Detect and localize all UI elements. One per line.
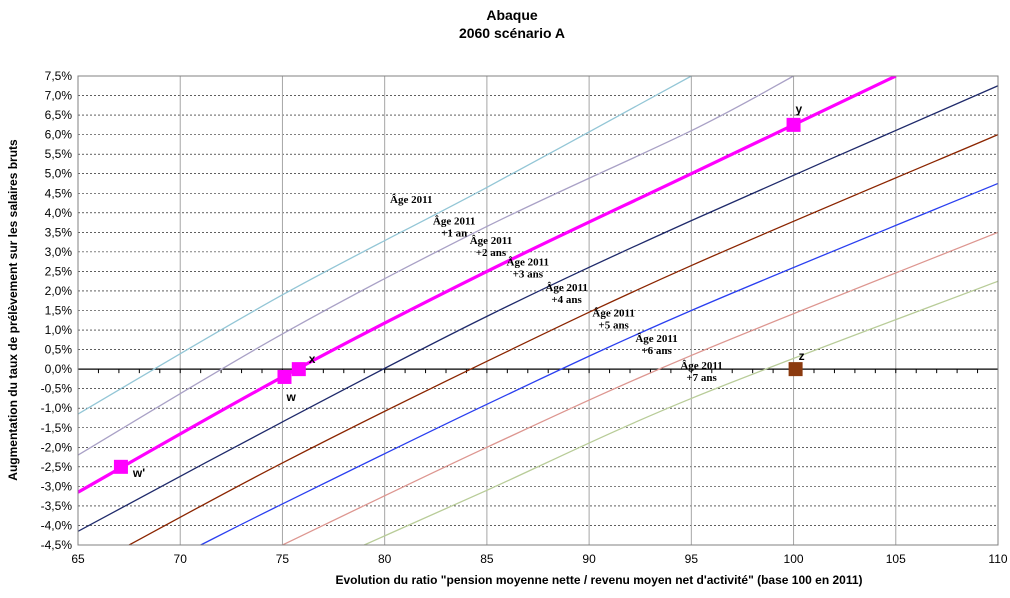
y-tick-label: 7,0% (45, 89, 73, 103)
point-label-w: w (285, 390, 296, 404)
point-marker-y (786, 117, 801, 132)
x-tick-label: 90 (582, 552, 596, 566)
y-tick-label: 1,0% (45, 323, 73, 337)
marked-points: y x w w' z (113, 102, 805, 480)
series-label-line: +6 ans (641, 345, 672, 357)
y-tick-label: -1,5% (41, 421, 73, 435)
series-label-2: Âge 2011 +1 an (433, 216, 475, 240)
x-tick-label: 95 (685, 552, 699, 566)
y-tick-label: -3,0% (41, 479, 73, 493)
series-label-line: Âge 2011 (680, 360, 722, 372)
series-label-line: Âge 2011 (433, 216, 475, 228)
series-label-line: +5 ans (598, 319, 629, 331)
y-tick-label: -2,0% (41, 440, 73, 454)
y-tick-label: 1,5% (45, 304, 73, 318)
chart-subtitle: 2060 scénario A (459, 25, 565, 41)
x-axis-title: Evolution du ratio "pension moyenne nett… (335, 573, 862, 587)
series-label-5: Âge 2011 +4 ans (545, 282, 587, 306)
point-label-z: z (799, 349, 805, 363)
y-tick-label: 0,0% (45, 362, 73, 376)
y-tick-label: 2,0% (45, 284, 73, 298)
x-tick-label: 70 (174, 552, 188, 566)
series-line-3 (78, 76, 897, 494)
point-marker-w (277, 369, 292, 384)
series-line-8 (363, 280, 998, 545)
point-marker-z (788, 362, 803, 377)
series-line-6 (200, 182, 998, 545)
point-label-x: x (309, 352, 316, 366)
series-line-7 (282, 231, 998, 545)
chart-title: Abaque (486, 7, 538, 23)
y-axis-title: Augmentation du taux de prélèvement sur … (6, 139, 20, 481)
y-tick-label: 3,5% (45, 225, 73, 239)
y-tick-label: 7,5% (45, 69, 73, 83)
series-line-2 (78, 76, 794, 456)
y-tick-label: 3,0% (45, 245, 73, 259)
x-tick-label: 65 (71, 552, 85, 566)
series-label-line: Âge 2011 (470, 235, 512, 247)
plot-area-border (77, 75, 999, 546)
series-label-1: Âge 2011 (390, 194, 432, 206)
series-label-line: +4 ans (551, 294, 582, 306)
x-tick-label: 75 (276, 552, 290, 566)
series-lines (78, 76, 998, 545)
y-tick-label: -3,5% (41, 499, 73, 513)
y-tick-label: 5,0% (45, 167, 73, 181)
point-marker-w' (113, 459, 128, 474)
series-label-line: +1 an (441, 228, 467, 240)
y-tick-label: -2,5% (41, 460, 73, 474)
series-label-line: +3 ans (513, 269, 544, 281)
series-label-6: Âge 2011 +5 ans (592, 307, 634, 331)
x-tick-label: 110 (988, 552, 1007, 566)
series-line-1 (78, 76, 692, 415)
y-tick-label: -4,0% (41, 518, 73, 532)
y-tick-label: 4,0% (45, 206, 73, 220)
y-tick-label: -1,0% (41, 401, 73, 415)
point-marker-x (291, 362, 306, 377)
series-label-3: Âge 2011 +2 ans (470, 235, 512, 259)
series-label-line: Âge 2011 (390, 194, 432, 206)
y-tick-label: 2,5% (45, 264, 73, 278)
x-tick-label: 85 (480, 552, 494, 566)
series-label-8: Âge 2011 +7 ans (680, 360, 722, 384)
series-line-4 (78, 85, 998, 532)
series-label-4: Âge 2011 +3 ans (507, 257, 549, 281)
series-label-line: Âge 2011 (507, 257, 549, 269)
y-tick-label: 6,0% (45, 128, 73, 142)
x-tick-label: 105 (886, 552, 906, 566)
y-tick-label: 5,5% (45, 147, 73, 161)
series-label-line: Âge 2011 (545, 282, 587, 294)
tick-labels: 7,5% 7,0% 6,5% 6,0% 5,5% 5,0% 4,5% 4,0% 3,5% 3,0%… (41, 69, 1008, 566)
y-tick-label: -0,5% (41, 382, 73, 396)
series-line-5 (128, 134, 998, 545)
y-tick-label: 0,5% (45, 343, 73, 357)
x-tick-label: 80 (378, 552, 392, 566)
series-label-line: +7 ans (686, 372, 717, 384)
y-tick-label: -4,5% (41, 538, 73, 552)
series-label-line: +2 ans (476, 247, 507, 259)
point-label-y: y (796, 102, 803, 116)
x-tick-label: 100 (784, 552, 804, 566)
series-label-line: Âge 2011 (635, 333, 677, 345)
y-tick-label: 4,5% (45, 186, 73, 200)
series-label-line: Âge 2011 (592, 307, 634, 319)
series-label-7: Âge 2011 +6 ans (635, 333, 677, 357)
point-label-w': w' (132, 466, 145, 480)
y-tick-label: 6,5% (45, 108, 73, 122)
